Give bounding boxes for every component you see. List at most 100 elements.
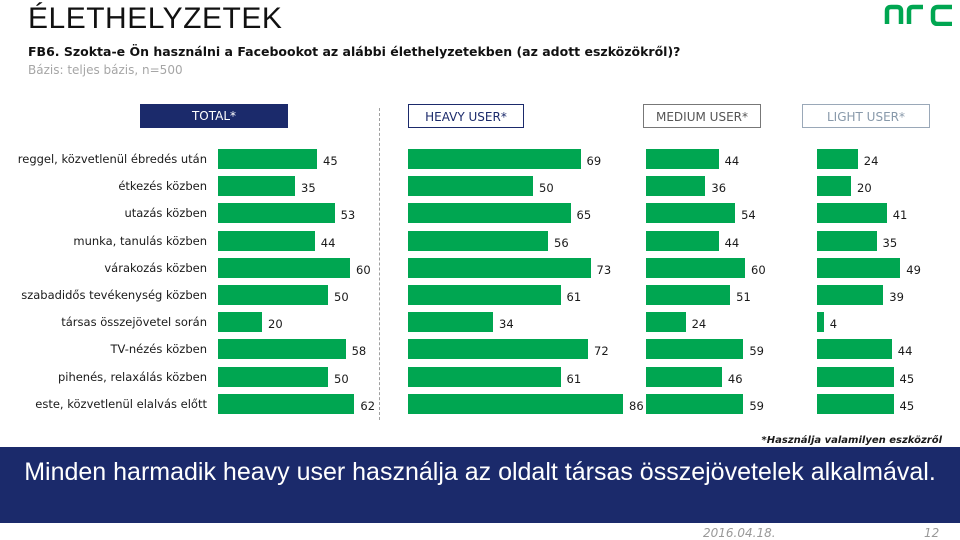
data-label: 65	[576, 208, 592, 223]
bar	[408, 312, 493, 333]
data-label: 36	[711, 181, 727, 196]
data-label: 53	[340, 208, 356, 223]
bar	[817, 230, 877, 251]
bar	[218, 393, 355, 414]
category-label: társas összejövetel során	[61, 315, 207, 330]
bar	[218, 339, 346, 360]
data-label: 69	[586, 154, 602, 168]
divider-total-heavy	[379, 108, 380, 420]
data-label: 59	[749, 398, 764, 413]
segment-header-1: TOTAL*	[140, 104, 288, 128]
data-label: 50	[539, 181, 554, 196]
category-label: reggel, közvetlenül ébredés után	[17, 152, 207, 166]
bar	[646, 149, 719, 169]
category-label: este, közvetlenül elalvás előtt	[35, 396, 207, 411]
bar	[408, 176, 533, 197]
data-label: 45	[323, 154, 338, 168]
bar	[408, 339, 588, 360]
bar	[817, 149, 858, 169]
data-label: 20	[268, 317, 283, 332]
bar	[218, 230, 315, 251]
category-label: várakozás közben	[104, 260, 207, 275]
data-label: 50	[334, 290, 349, 304]
bar	[646, 257, 745, 278]
data-label: 45	[899, 371, 915, 386]
bar	[817, 393, 894, 414]
bar	[408, 230, 548, 251]
bar	[408, 203, 571, 224]
data-label: 44	[724, 154, 740, 168]
bar	[817, 203, 887, 224]
data-label: 39	[889, 290, 904, 304]
data-label: 44	[320, 235, 336, 250]
bar	[218, 257, 350, 278]
bar	[646, 176, 706, 197]
bar	[408, 285, 561, 305]
category-label: étkezés közben	[118, 179, 207, 194]
nrc-logo-icon	[884, 4, 952, 26]
bar	[817, 339, 892, 360]
data-label: 60	[356, 262, 371, 277]
bar	[408, 257, 591, 278]
data-label: 54	[741, 208, 756, 223]
category-label: TV-nézés közben	[110, 342, 207, 357]
data-label: 51	[736, 290, 751, 304]
summary-banner: Minden harmadik heavy user használja az …	[0, 447, 960, 523]
bar	[646, 285, 731, 305]
bar	[817, 176, 851, 197]
bar	[817, 257, 901, 278]
data-label: 61	[566, 290, 582, 304]
bar	[218, 203, 335, 224]
bar	[646, 230, 719, 251]
data-label: 62	[360, 398, 376, 413]
data-label: 24	[691, 317, 707, 332]
bar	[646, 203, 736, 224]
date: 2016.04.18.	[703, 526, 776, 540]
bar	[218, 149, 317, 169]
data-label: 44	[724, 235, 740, 250]
data-label: 35	[301, 181, 316, 196]
bar	[218, 176, 295, 197]
bar	[218, 366, 328, 387]
data-label: 20	[857, 181, 872, 196]
bar	[408, 366, 561, 387]
data-label: 34	[499, 317, 514, 332]
bar	[646, 366, 722, 387]
data-label: 73	[596, 262, 612, 277]
data-label: 4	[829, 317, 838, 332]
data-label: 50	[334, 371, 349, 386]
bar	[817, 285, 884, 305]
data-label: 61	[566, 371, 582, 386]
data-label: 56	[554, 235, 569, 250]
data-label: 58	[351, 344, 367, 359]
page-number: 12	[924, 526, 940, 540]
data-label: 49	[906, 262, 921, 277]
data-label: 46	[727, 371, 743, 386]
data-label: 72	[594, 344, 609, 359]
category-label: szabadidős tevékenység közben	[21, 288, 207, 302]
segment-header-4: LIGHT USER*	[802, 104, 930, 128]
category-label: utazás közben	[124, 206, 207, 221]
category-label: pihenés, relaxálás közben	[57, 369, 207, 384]
data-label: 86	[629, 398, 644, 413]
bar	[408, 149, 581, 169]
data-label: 24	[863, 154, 879, 168]
page-title: ÉLETHELYZETEK	[28, 2, 283, 35]
data-label: 35	[882, 235, 898, 250]
bar	[218, 285, 328, 305]
data-label: 59	[749, 344, 764, 359]
bar	[817, 366, 894, 387]
segment-header-2: HEAVY USER*	[408, 104, 524, 128]
data-label: 60	[751, 262, 766, 277]
sample-base: Bázis: teljes bázis, n=500	[28, 63, 183, 77]
segment-header-3: MEDIUM USER*	[643, 104, 761, 128]
survey-question: FB6. Szokta-e Ön használni a Facebookot …	[28, 44, 681, 59]
footnote: *Használja valamilyen eszközről	[761, 435, 942, 446]
data-label: 44	[897, 344, 913, 359]
bar	[646, 393, 744, 414]
bar	[646, 312, 686, 333]
data-label: 41	[892, 208, 908, 223]
bar	[218, 312, 262, 333]
bar	[817, 312, 824, 333]
bar	[646, 339, 744, 360]
